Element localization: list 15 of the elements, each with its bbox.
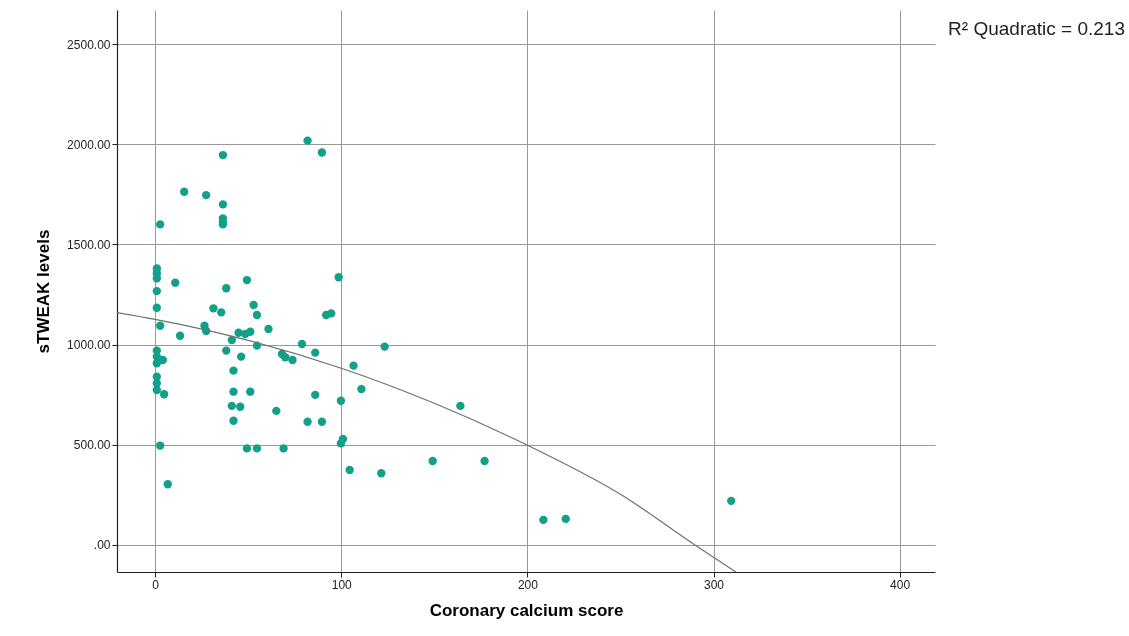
line-series bbox=[117, 311, 737, 572]
x-tick-label: 300 bbox=[704, 577, 725, 592]
y-tick-label: 1000.00 bbox=[67, 338, 111, 353]
x-tick-label: 0 bbox=[152, 577, 160, 592]
x-tick-label: 400 bbox=[890, 577, 911, 592]
y-tick-label: 1500.00 bbox=[67, 237, 111, 252]
y-tick-label: 2500.00 bbox=[67, 37, 111, 52]
y-tick-label: 2000.00 bbox=[67, 137, 111, 152]
y-axis-title: sTWEAK levels bbox=[34, 229, 54, 354]
x-tick-label: 200 bbox=[517, 577, 539, 592]
x-tick-label: 100 bbox=[331, 577, 353, 592]
x-axis-title: Coronary calcium score bbox=[429, 600, 624, 620]
y-tick-label: 500.00 bbox=[73, 438, 111, 453]
text: R² Quadratic = 0.213 bbox=[948, 18, 1125, 39]
y-tick-label: .00 bbox=[93, 538, 111, 553]
